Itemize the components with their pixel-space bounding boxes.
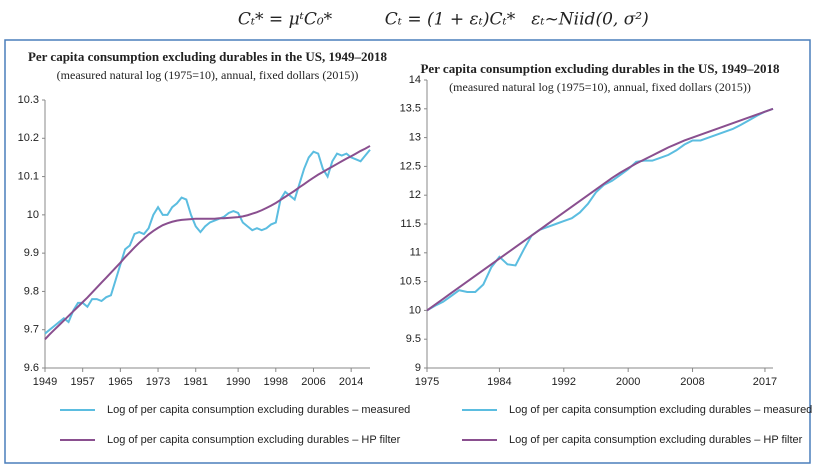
y-tick-label: 10.5 xyxy=(400,276,421,288)
x-tick-label: 2006 xyxy=(301,376,325,388)
x-tick-label: 1981 xyxy=(183,376,207,388)
x-tick-label: 1998 xyxy=(264,376,288,388)
y-tick-label: 9.7 xyxy=(24,324,39,336)
y-tick-label: 12.5 xyxy=(400,160,421,172)
y-tick-label: 9 xyxy=(415,362,421,374)
y-tick-label: 13 xyxy=(409,132,421,144)
y-tick-label: 11.5 xyxy=(400,218,421,230)
x-tick-label: 1990 xyxy=(226,376,250,388)
chart-subtitle: (measured natural log (1975=10), annual,… xyxy=(449,80,751,94)
chart-subtitle: (measured natural log (1975=10), annual,… xyxy=(57,68,359,82)
x-tick-label: 2017 xyxy=(753,376,777,388)
chart-title: Per capita consumption excluding durable… xyxy=(420,61,780,76)
y-tick-label: 14 xyxy=(409,74,421,86)
legend-label: Log of per capita consumption excluding … xyxy=(509,404,812,416)
y-tick-label: 9.5 xyxy=(406,333,421,345)
x-tick-label: 1975 xyxy=(415,376,439,388)
equation: Cₜ = (1 + εₜ)Cₜ* xyxy=(385,10,516,30)
y-tick-label: 11 xyxy=(410,247,421,259)
x-tick-label: 2008 xyxy=(680,376,704,388)
legend-label: Log of per capita consumption excluding … xyxy=(107,434,401,446)
x-tick-label: 1992 xyxy=(552,376,576,388)
x-tick-label: 2014 xyxy=(339,376,363,388)
x-tick-label: 1965 xyxy=(108,376,132,388)
x-tick-label: 1957 xyxy=(70,376,94,388)
x-tick-label: 1973 xyxy=(146,376,170,388)
y-tick-label: 10.2 xyxy=(18,132,39,144)
chart-title: Per capita consumption excluding durable… xyxy=(28,49,388,64)
series-line xyxy=(426,107,774,312)
y-tick-label: 9.6 xyxy=(24,362,39,374)
series-line xyxy=(44,145,371,340)
x-tick-label: 2000 xyxy=(616,376,640,388)
x-tick-label: 1984 xyxy=(487,376,511,388)
y-tick-label: 12 xyxy=(409,189,421,201)
y-tick-label: 10 xyxy=(27,209,39,221)
frame xyxy=(4,39,811,464)
x-tick-label: 1949 xyxy=(33,376,57,388)
equation: Cₜ* = μᵗC₀* xyxy=(238,10,333,30)
series-line xyxy=(426,107,774,312)
legend-label: Log of per capita consumption excluding … xyxy=(509,434,803,446)
y-tick-label: 10.3 xyxy=(18,94,39,106)
series-line xyxy=(44,149,371,335)
y-tick-label: 13.5 xyxy=(400,103,421,115)
legend-label: Log of per capita consumption excluding … xyxy=(107,404,410,416)
y-tick-label: 9.9 xyxy=(24,247,39,259)
y-tick-label: 9.8 xyxy=(24,285,39,297)
equation: εₜ~Niid(0, σ²) xyxy=(531,10,649,30)
y-tick-label: 10 xyxy=(409,304,421,316)
y-tick-label: 10.1 xyxy=(18,170,39,182)
